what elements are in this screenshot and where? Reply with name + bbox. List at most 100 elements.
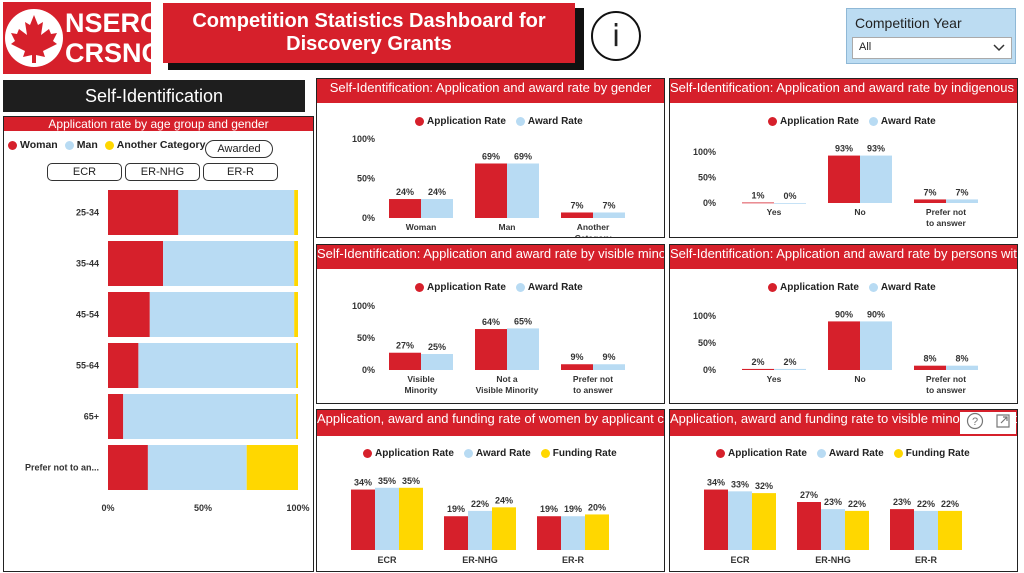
- category-label: Yes: [767, 207, 782, 217]
- women-category-chart: 34% 35% 35% ECR 19% 22% 24% ER-NHG 19% 19% 20% ER-R: [351, 476, 609, 565]
- disabilities-panel-title: Self-Identification: Application and awa…: [670, 245, 1017, 269]
- y-tick-label: 0%: [703, 365, 716, 375]
- bar-application-rate: [742, 202, 774, 204]
- bar-award-rate: [468, 510, 492, 550]
- bar-award-rate: [507, 163, 539, 218]
- data-label: 2%: [783, 357, 796, 367]
- nserc-logo: NSERC CRSNG: [3, 2, 163, 74]
- info-button[interactable]: i: [591, 11, 641, 61]
- bar-application-rate: [914, 199, 946, 203]
- data-label: 90%: [835, 309, 853, 319]
- bar-application-rate: [389, 199, 421, 218]
- bar-application-rate: [828, 155, 860, 203]
- data-label: 20%: [588, 502, 606, 512]
- focus-mode-icon[interactable]: [995, 413, 1011, 434]
- category-label: to answer: [926, 218, 966, 228]
- bar-funding-rate: [399, 487, 423, 550]
- bar-award-rate: [860, 321, 892, 370]
- age-bar-another-category: [294, 190, 298, 235]
- logo-line-1: NSERC: [65, 8, 160, 38]
- gender-panel: Self-Identification: Application and awa…: [316, 78, 665, 238]
- awarded-button[interactable]: Awarded: [205, 140, 273, 158]
- bar-award-rate: [946, 199, 978, 203]
- age-bar-another-category: [296, 394, 298, 439]
- legend-award-rate: Award Rate: [880, 282, 936, 293]
- data-label: 2%: [751, 357, 764, 367]
- indigenous-panel: Self-Identification: Application and awa…: [669, 78, 1018, 238]
- women-category-legend: Application Rate Award Rate Funding Rate: [363, 448, 617, 459]
- age-category-label: Prefer not to an...: [25, 463, 99, 473]
- category-label: Minority: [404, 385, 437, 395]
- visible-minority-legend: Application Rate Award Rate: [415, 282, 583, 293]
- bar-application-rate: [444, 516, 468, 550]
- gender-chart: 0% 50% 100% 24% 24% Woman 69% 69% Man 7% 7% Another…: [352, 134, 625, 237]
- legend-another-category[interactable]: Another Category: [104, 139, 205, 151]
- category-label: ER-R: [915, 555, 937, 565]
- data-label: 8%: [955, 354, 968, 364]
- legend-application-rate: Application Rate: [375, 448, 454, 459]
- slicer-label: Competition Year: [855, 15, 962, 31]
- competition-year-dropdown[interactable]: All: [852, 37, 1012, 59]
- filter-ecr-button[interactable]: ECR: [47, 163, 122, 181]
- age-x-tick: 50%: [194, 503, 212, 513]
- data-label: 64%: [482, 317, 500, 327]
- filter-er-nhg-button[interactable]: ER-NHG: [125, 163, 200, 181]
- data-label: 7%: [955, 187, 968, 197]
- bar-award-rate: [946, 365, 978, 370]
- legend-application-rate: Application Rate: [780, 116, 859, 127]
- category-label: to answer: [573, 385, 613, 395]
- indigenous-panel-title: Self-Identification: Application and awa…: [670, 79, 1017, 103]
- data-label: 22%: [848, 499, 866, 509]
- age-bar-man: [149, 292, 295, 337]
- legend-man[interactable]: Man: [64, 139, 98, 151]
- slicer-value: All: [859, 41, 872, 53]
- data-label: 9%: [570, 352, 583, 362]
- disabilities-panel: Self-Identification: Application and awa…: [669, 244, 1018, 404]
- category-label: Prefer not: [926, 207, 966, 217]
- bar-award-rate: [774, 203, 806, 204]
- data-label: 22%: [917, 499, 935, 509]
- info-icon: i: [611, 18, 621, 54]
- data-label: 7%: [602, 200, 615, 210]
- age-category-label: 35-44: [76, 259, 99, 269]
- bar-application-rate: [475, 163, 507, 218]
- bar-application-rate: [704, 489, 728, 550]
- vm-category-legend: Application Rate Award Rate Funding Rate: [716, 448, 970, 459]
- data-label: 23%: [893, 497, 911, 507]
- bar-application-rate: [742, 368, 774, 370]
- legend-woman[interactable]: Woman: [8, 139, 58, 151]
- vm-category-panel-title: Application, award and funding rate to v…: [670, 410, 1017, 436]
- data-label: 7%: [570, 200, 583, 210]
- legend-award-rate: Award Rate: [527, 116, 583, 127]
- y-tick-label: 50%: [698, 338, 716, 348]
- category-label: Man: [499, 222, 516, 232]
- bar-award-rate: [774, 368, 806, 370]
- category-label: Prefer not: [573, 374, 613, 384]
- filter-er-r-button[interactable]: ER-R: [203, 163, 278, 181]
- age-bar-man: [147, 445, 247, 490]
- vm-category-panel: Application, award and funding rate to v…: [669, 409, 1018, 572]
- section-title: Self-Identification: [3, 80, 305, 112]
- age-category-label: 65+: [84, 412, 99, 422]
- data-label: 25%: [428, 342, 446, 352]
- data-label: 93%: [835, 144, 853, 154]
- help-icon[interactable]: ?: [966, 412, 984, 435]
- bar-funding-rate: [752, 493, 776, 550]
- chevron-down-icon: [993, 40, 1005, 57]
- age-bar-woman: [108, 445, 148, 490]
- bar-award-rate: [728, 491, 752, 550]
- data-label: 8%: [923, 354, 936, 364]
- bar-application-rate: [797, 502, 821, 550]
- disabilities-chart: 0% 50% 100% 2% 2%Yes 90% 90% No 8% 8% Prefer notto…: [693, 309, 978, 395]
- bar-award-rate: [821, 509, 845, 550]
- disabilities-legend: Application Rate Award Rate: [768, 282, 936, 293]
- bar-application-rate: [561, 364, 593, 370]
- age-bar-woman: [108, 343, 139, 388]
- age-category-label: 25-34: [76, 208, 99, 218]
- bar-award-rate: [593, 364, 625, 370]
- y-tick-label: 50%: [357, 333, 375, 343]
- age-bar-another-category: [294, 292, 298, 337]
- bar-application-rate: [537, 516, 561, 550]
- category-label: ECR: [377, 555, 397, 565]
